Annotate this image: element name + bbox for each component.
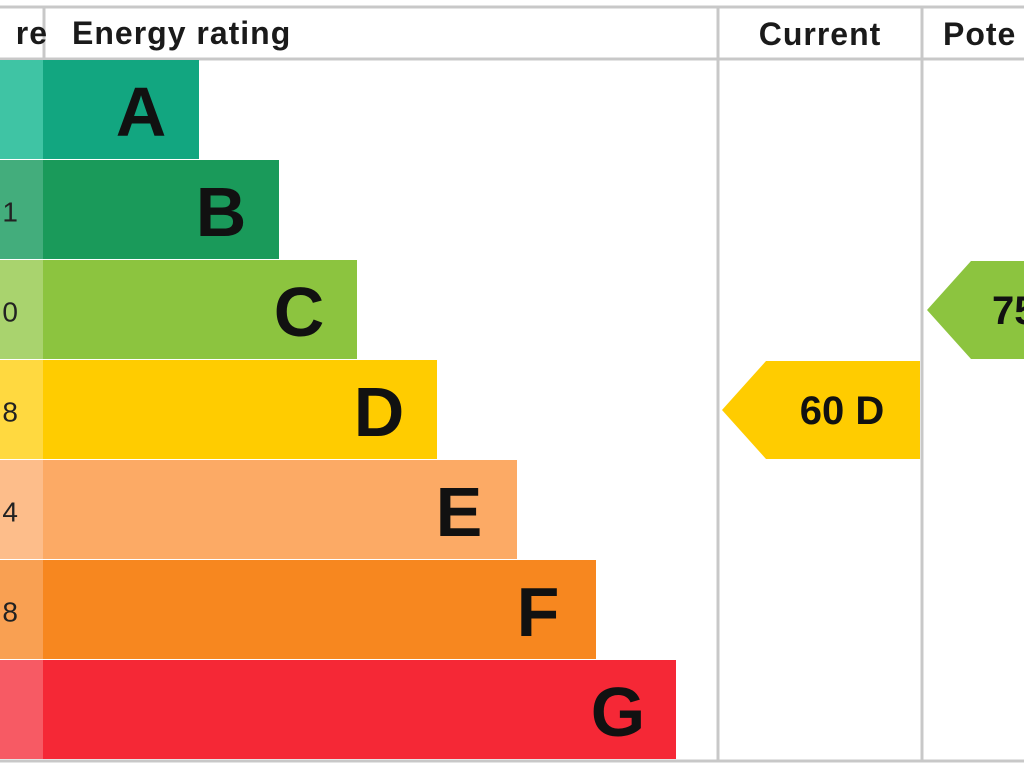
score-header: re (16, 15, 48, 51)
potential-label: 75 (992, 289, 1024, 333)
rating-bar (43, 160, 279, 259)
score-label: 8 (2, 597, 18, 628)
rating-bar (43, 260, 357, 359)
score-cell (0, 560, 43, 659)
potential-arrow (927, 261, 1024, 359)
current-header: Current (759, 16, 882, 52)
rating-letter: G (591, 673, 645, 751)
rating-header: Energy rating (72, 15, 291, 51)
score-cell (0, 160, 43, 259)
score-cell (0, 660, 43, 759)
potential-header: Pote (943, 16, 1016, 52)
score-cell (0, 260, 43, 359)
rating-letter: F (517, 573, 560, 651)
score-cell (0, 360, 43, 459)
rating-letter: C (274, 273, 325, 351)
rating-bar (43, 360, 437, 459)
score-label: 1 (2, 197, 18, 228)
rating-bar (43, 60, 199, 159)
score-label: 4 (2, 497, 18, 528)
current-label: 60 D (800, 389, 885, 433)
rating-letter: B (196, 173, 247, 251)
rating-bar (43, 660, 676, 759)
score-cell (0, 60, 43, 159)
rating-letter: D (354, 373, 405, 451)
rating-bar (43, 460, 517, 559)
score-cell (0, 460, 43, 559)
rating-bar (43, 560, 596, 659)
rating-letter: A (116, 73, 167, 151)
score-label: 0 (2, 297, 18, 328)
current-arrow (722, 361, 920, 459)
score-label: 8 (2, 397, 18, 428)
rating-letter: E (436, 473, 483, 551)
